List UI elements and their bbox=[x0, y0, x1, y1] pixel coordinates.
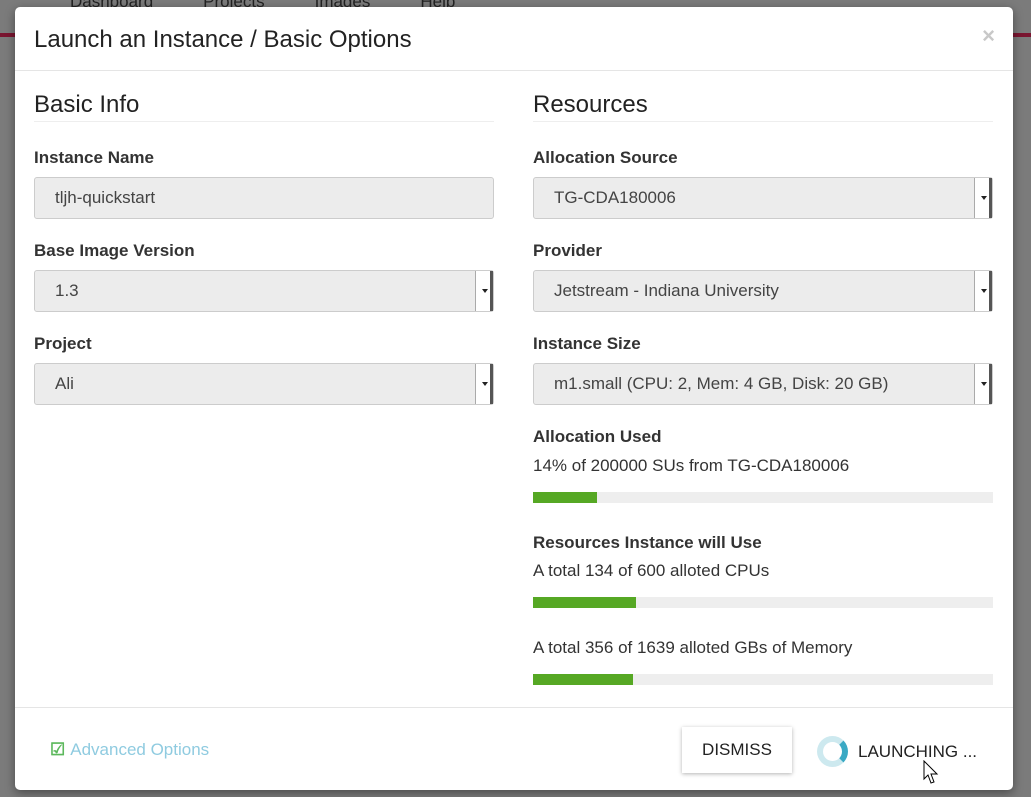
allocation-source-label: Allocation Source bbox=[533, 148, 678, 167]
bg-nav-images: Images bbox=[314, 0, 371, 11]
progress-fill bbox=[533, 597, 636, 608]
modal-header: Launch an Instance / Basic Options × bbox=[15, 7, 1013, 71]
allocation-used-text: 14% of 200000 SUs from TG-CDA180006 bbox=[533, 456, 850, 475]
chevron-down-icon bbox=[482, 382, 488, 389]
launch-instance-modal: Launch an Instance / Basic Options × Bas… bbox=[15, 7, 1013, 790]
bg-nav-dashboard: Dashboard bbox=[70, 0, 154, 11]
memory-text: A total 356 of 1639 alloted GBs of Memor… bbox=[533, 638, 853, 657]
modal-title: Launch an Instance / Basic Options bbox=[34, 26, 412, 53]
chevron-down-icon bbox=[981, 382, 987, 389]
provider-label: Provider bbox=[533, 241, 602, 260]
base-image-version-select[interactable]: 1.3 bbox=[34, 270, 494, 312]
cpus-progress bbox=[533, 597, 993, 608]
modal-footer: ☑ Advanced Options DISMISS LAUNCHING ... bbox=[15, 707, 1013, 790]
close-icon[interactable]: × bbox=[982, 23, 995, 48]
progress-fill bbox=[533, 492, 598, 503]
progress-fill bbox=[533, 674, 633, 685]
launching-button[interactable]: LAUNCHING ... bbox=[817, 736, 977, 767]
checkbox-checked-icon: ☑ bbox=[50, 740, 66, 759]
instance-size-select[interactable]: m1.small (CPU: 2, Mem: 4 GB, Disk: 20 GB… bbox=[533, 363, 993, 405]
base-image-version-label: Base Image Version bbox=[34, 241, 195, 260]
advanced-options-link[interactable]: ☑ Advanced Options bbox=[50, 740, 209, 760]
provider-select[interactable]: Jetstream - Indiana University bbox=[533, 270, 993, 312]
instance-name-label: Instance Name bbox=[34, 148, 154, 167]
memory-progress bbox=[533, 674, 993, 685]
allocation-used-progress bbox=[533, 492, 993, 503]
provider-value: Jetstream - Indiana University bbox=[554, 281, 779, 300]
bg-nav-help: Help bbox=[420, 0, 456, 11]
will-use-label: Resources Instance will Use bbox=[533, 533, 762, 552]
instance-size-label: Instance Size bbox=[533, 334, 641, 353]
instance-name-input[interactable]: tljh-quickstart bbox=[34, 177, 494, 219]
resources-section: Resources Allocation Source TG-CDA180006… bbox=[533, 91, 993, 715]
basic-info-heading: Basic Info bbox=[34, 91, 494, 122]
chevron-down-icon bbox=[482, 289, 488, 296]
chevron-down-icon bbox=[981, 196, 987, 203]
allocation-source-value: TG-CDA180006 bbox=[554, 188, 676, 207]
cpus-text: A total 134 of 600 alloted CPUs bbox=[533, 561, 770, 580]
background-nav: Dashboard Projects Images Help bbox=[70, 0, 455, 12]
basic-info-section: Basic Info Instance Name tljh-quickstart… bbox=[34, 91, 494, 427]
instance-size-value: m1.small (CPU: 2, Mem: 4 GB, Disk: 20 GB… bbox=[554, 374, 889, 393]
chevron-down-icon bbox=[981, 289, 987, 296]
resources-heading: Resources bbox=[533, 91, 993, 122]
dismiss-button[interactable]: DISMISS bbox=[682, 727, 792, 773]
base-image-version-value: 1.3 bbox=[55, 281, 79, 300]
spinner-icon bbox=[817, 736, 848, 767]
advanced-options-label: Advanced Options bbox=[70, 740, 210, 759]
allocation-source-select[interactable]: TG-CDA180006 bbox=[533, 177, 993, 219]
allocation-used-label: Allocation Used bbox=[533, 427, 662, 446]
mouse-cursor-icon bbox=[923, 760, 939, 784]
launching-label: LAUNCHING ... bbox=[858, 741, 978, 761]
instance-name-value: tljh-quickstart bbox=[55, 188, 156, 207]
project-value: Ali bbox=[55, 374, 74, 393]
project-label: Project bbox=[34, 334, 92, 353]
bg-nav-projects: Projects bbox=[203, 0, 265, 11]
project-select[interactable]: Ali bbox=[34, 363, 494, 405]
